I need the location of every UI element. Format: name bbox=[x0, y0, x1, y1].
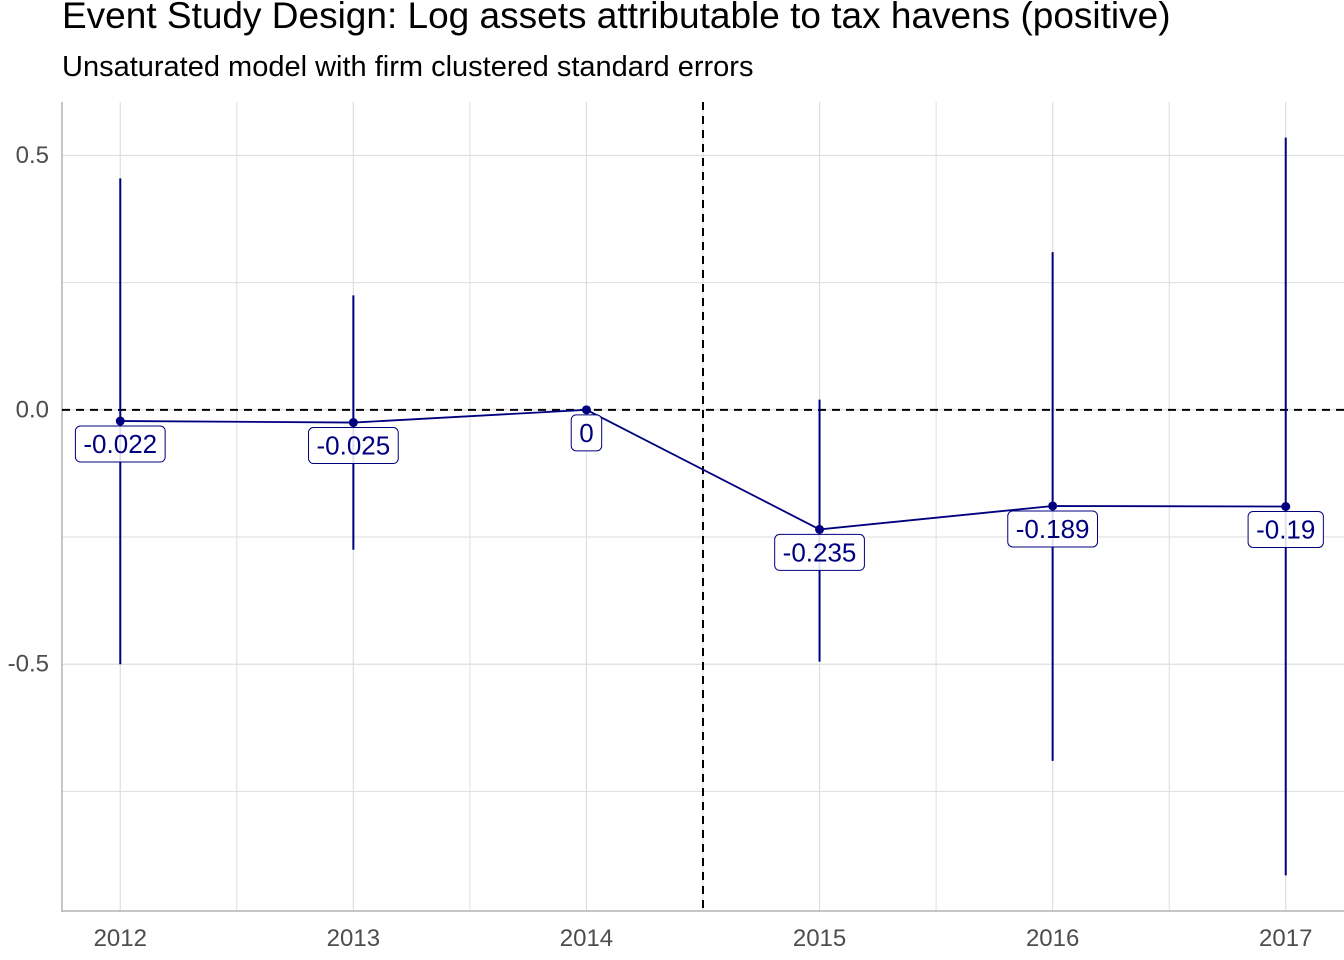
data-label-text: -0.19 bbox=[1256, 515, 1315, 545]
x-tick-label-2013: 2013 bbox=[327, 925, 380, 952]
data-labels: -0.022 -0.025 0 -0.235 -0.189 -0.19 bbox=[74, 414, 1324, 571]
data-label-2015: -0.235 bbox=[774, 533, 865, 571]
data-label-2012: -0.022 bbox=[74, 425, 166, 463]
axes bbox=[61, 102, 1344, 912]
point-2016 bbox=[1048, 501, 1058, 511]
reference-lines bbox=[62, 102, 1344, 911]
y-tick-label: 0.5 bbox=[16, 142, 49, 169]
data-label-2014: 0 bbox=[570, 414, 603, 452]
data-label-text: -0.025 bbox=[316, 431, 390, 461]
x-tick-label-2017: 2017 bbox=[1259, 925, 1312, 952]
data-label-box bbox=[774, 533, 865, 571]
y-tick-label: 0.0 bbox=[16, 396, 49, 423]
data-label-2017: -0.19 bbox=[1247, 511, 1324, 548]
x-tick-label-2016: 2016 bbox=[1026, 925, 1079, 952]
data-label-box bbox=[1007, 510, 1099, 548]
data-label-text: -0.022 bbox=[83, 429, 157, 459]
x-tick-label-2015: 2015 bbox=[793, 925, 846, 952]
point-2013 bbox=[348, 418, 358, 428]
tick-labels: 2012 2013 2014 2015 2016 2017 0.5 0.0 -0.5 bbox=[8, 142, 1313, 952]
data-label-2016: -0.189 bbox=[1007, 510, 1099, 548]
chart-title: Event Study Design: Log assets attributa… bbox=[62, 0, 1171, 36]
data-label-box bbox=[570, 414, 603, 452]
data-label-box bbox=[307, 427, 399, 465]
y-tick-label: -0.5 bbox=[8, 651, 49, 678]
data-label-text: 0 bbox=[579, 418, 593, 448]
data-label-2013: -0.025 bbox=[307, 427, 399, 465]
data-label-box bbox=[1247, 511, 1324, 548]
series-line-group bbox=[120, 408, 1286, 531]
data-label-text: -0.189 bbox=[1016, 514, 1090, 544]
series-line bbox=[120, 408, 1286, 531]
x-tick-label-2012: 2012 bbox=[94, 925, 147, 952]
data-label-box bbox=[74, 425, 166, 463]
data-label-text: -0.235 bbox=[783, 537, 857, 567]
chart-subtitle: Unsaturated model with firm clustered st… bbox=[62, 51, 754, 83]
point-2015 bbox=[815, 524, 825, 534]
point-2012 bbox=[115, 416, 125, 426]
point-2014 bbox=[581, 405, 591, 415]
point-2017 bbox=[1281, 502, 1291, 511]
points bbox=[115, 405, 1291, 534]
x-tick-label-2014: 2014 bbox=[560, 925, 613, 952]
